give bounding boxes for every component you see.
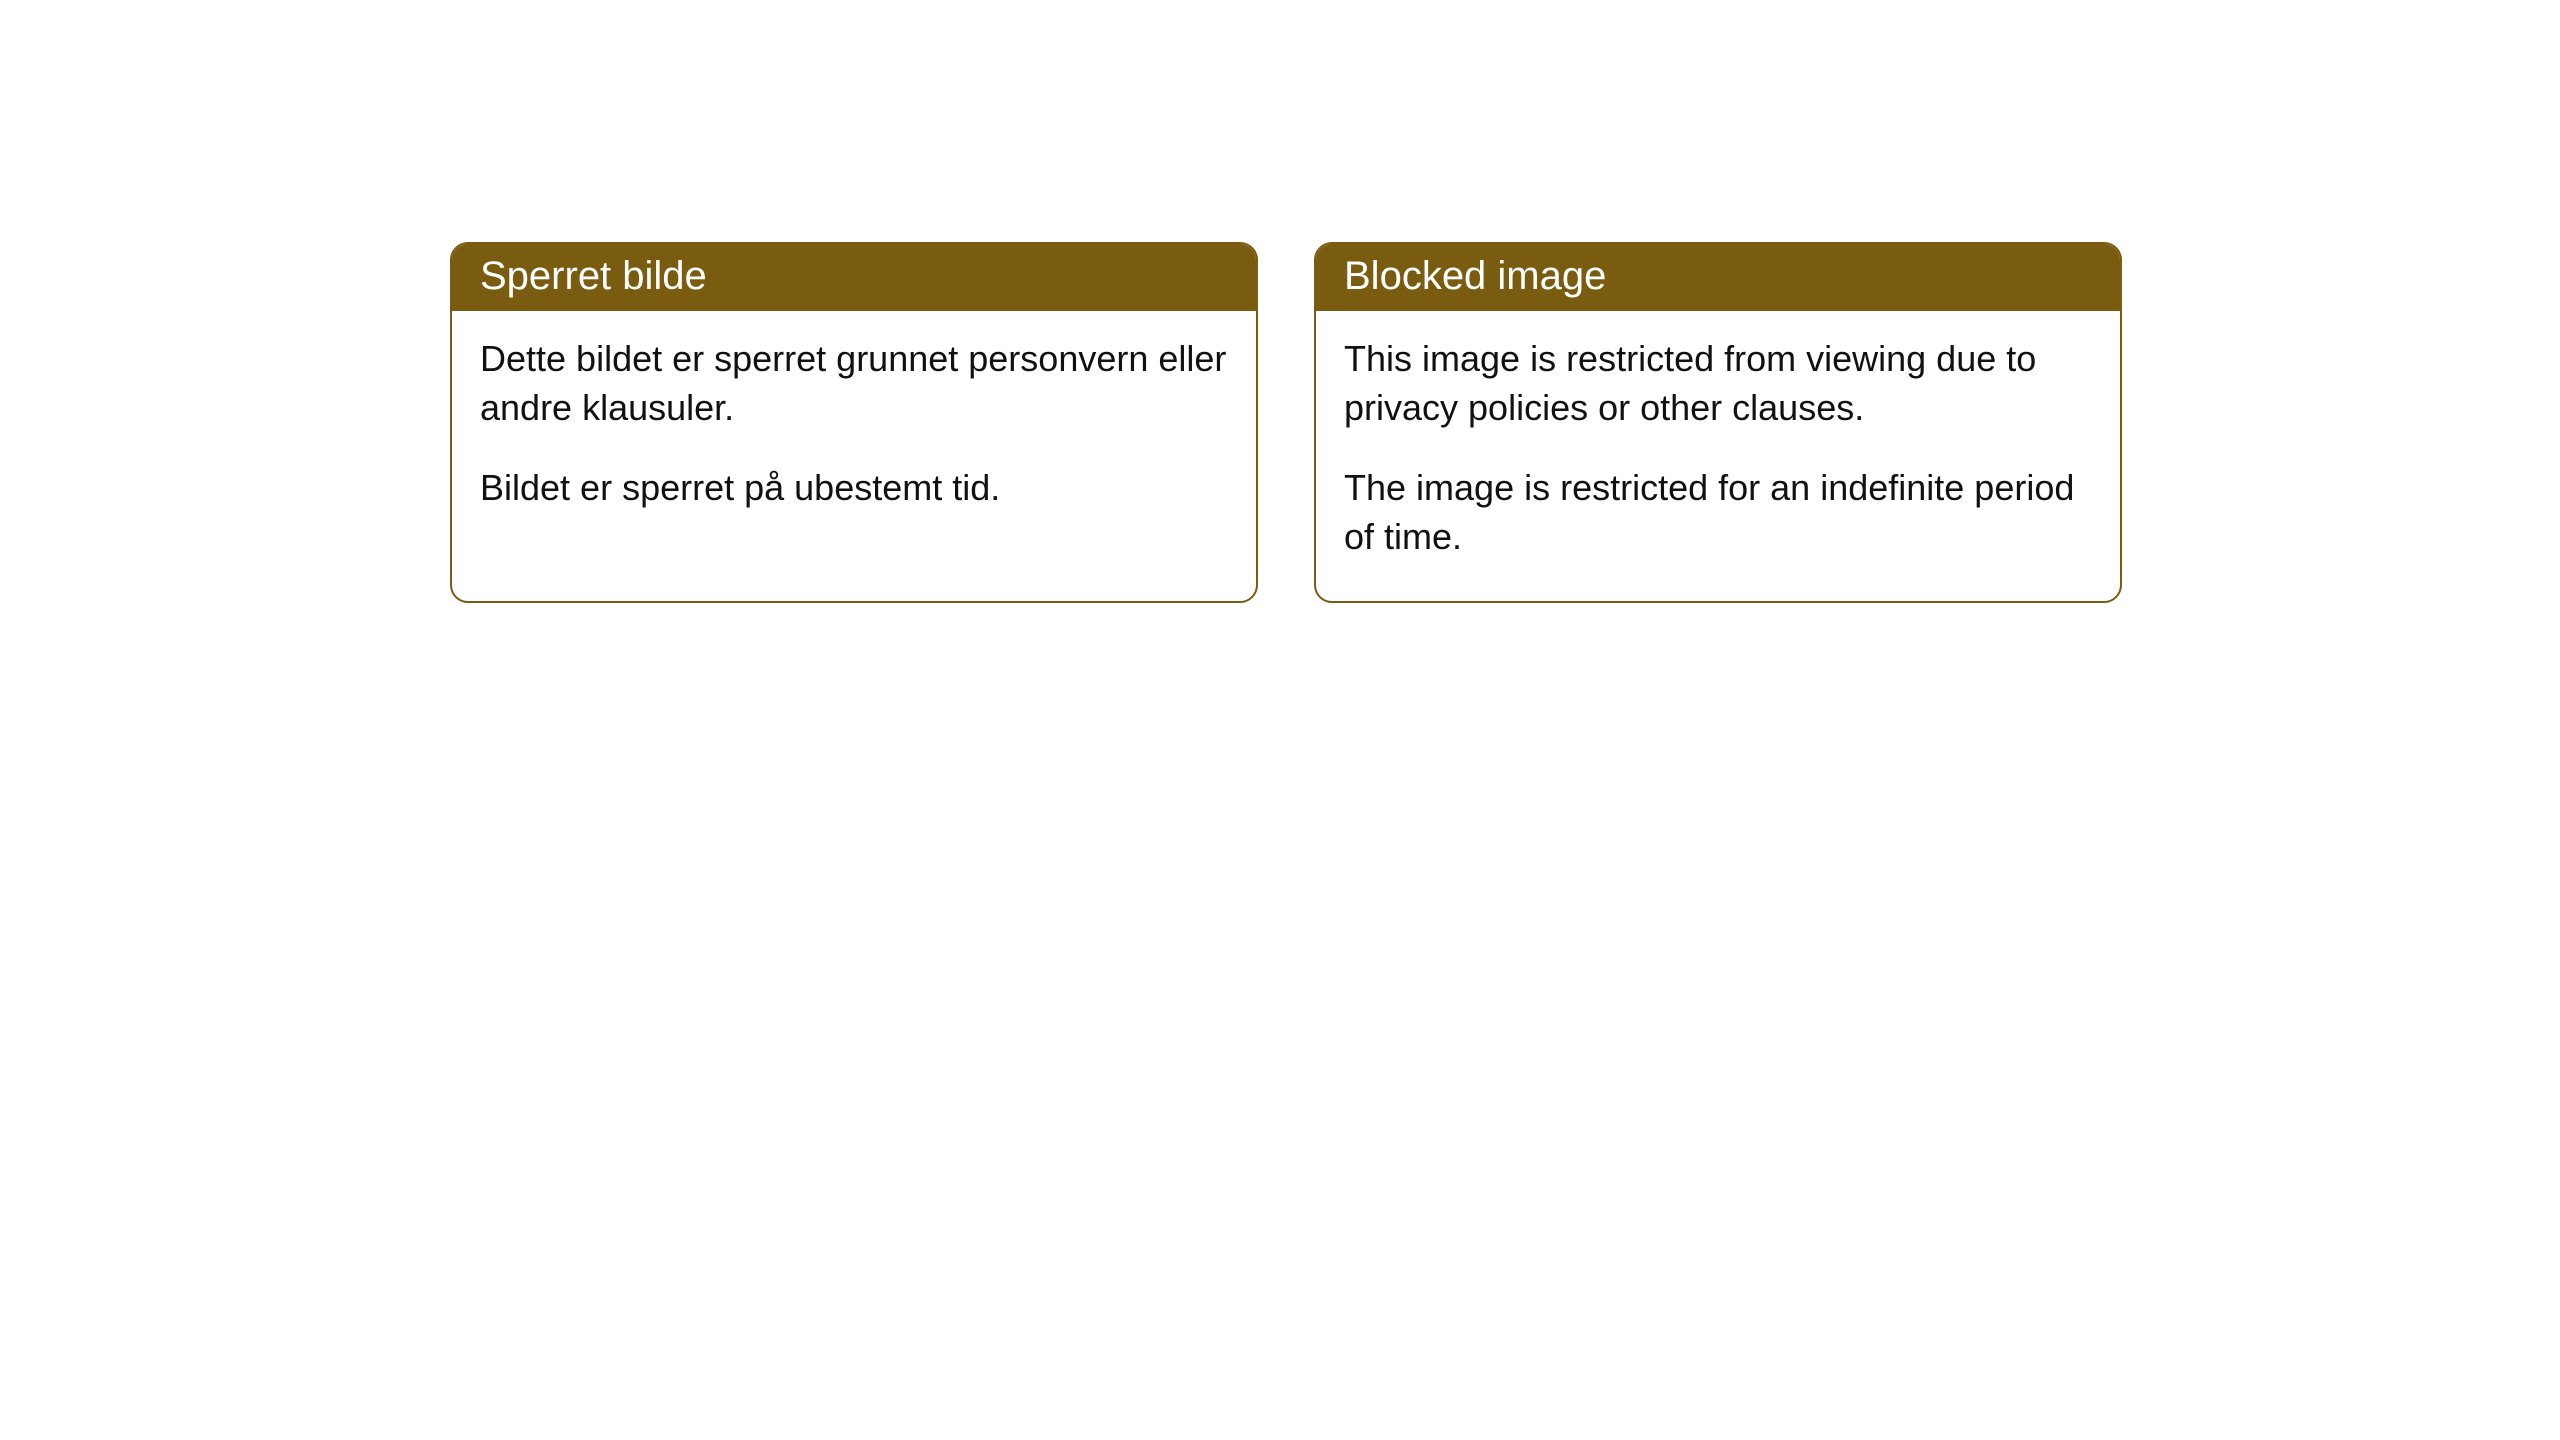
card-paragraph: The image is restricted for an indefinit… (1344, 464, 2092, 561)
card-header-english: Blocked image (1316, 244, 2120, 311)
notice-card-english: Blocked image This image is restricted f… (1314, 242, 2122, 603)
card-paragraph: This image is restricted from viewing du… (1344, 335, 2092, 432)
card-paragraph: Dette bildet er sperret grunnet personve… (480, 335, 1228, 432)
notice-card-norwegian: Sperret bilde Dette bildet er sperret gr… (450, 242, 1258, 603)
card-paragraph: Bildet er sperret på ubestemt tid. (480, 464, 1228, 513)
card-header-norwegian: Sperret bilde (452, 244, 1256, 311)
card-body-norwegian: Dette bildet er sperret grunnet personve… (452, 311, 1256, 553)
notice-cards-container: Sperret bilde Dette bildet er sperret gr… (0, 0, 2560, 603)
card-body-english: This image is restricted from viewing du… (1316, 311, 2120, 601)
